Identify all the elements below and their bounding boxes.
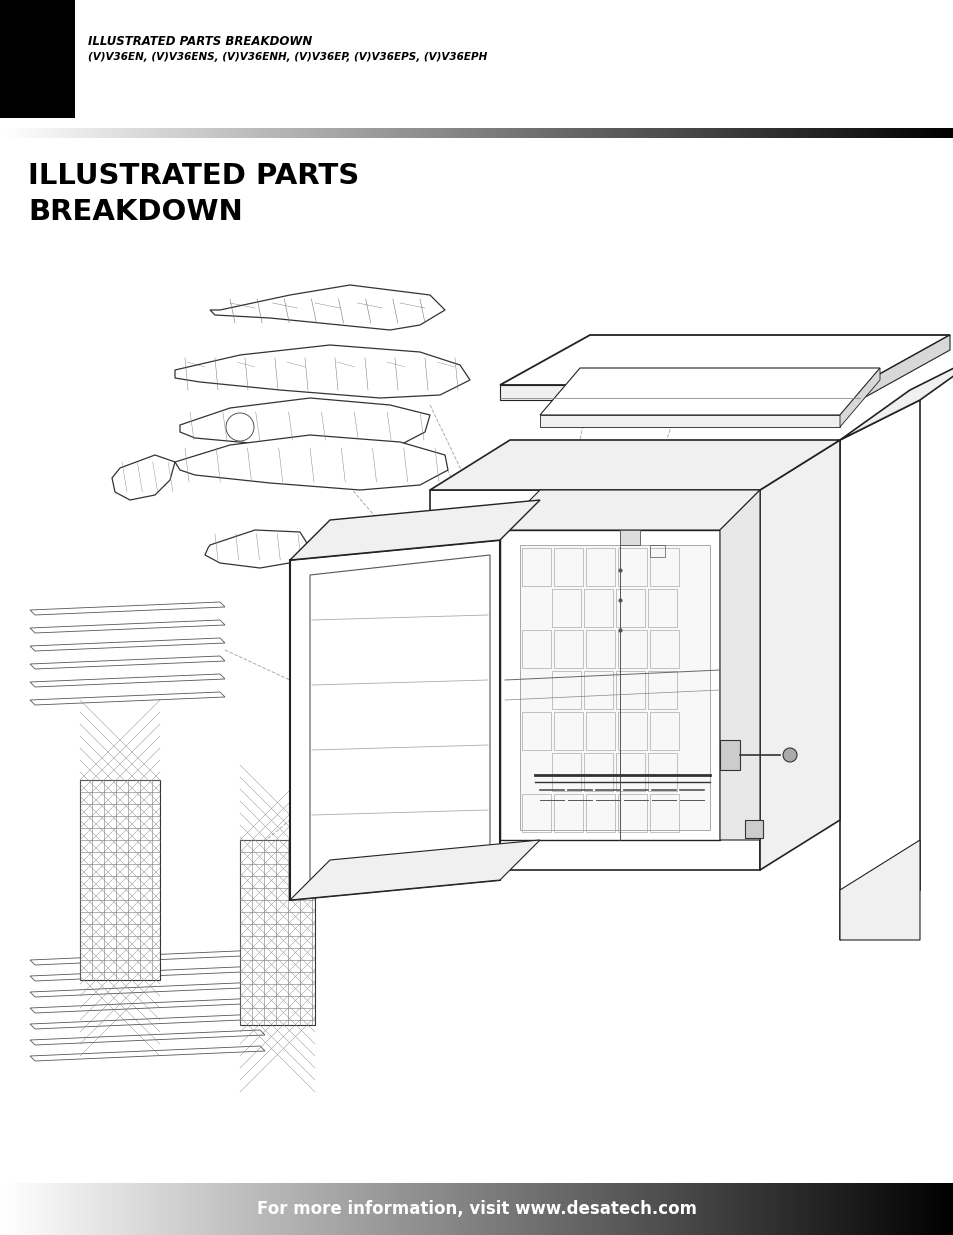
Bar <box>552 753 580 790</box>
Bar <box>585 630 615 668</box>
Polygon shape <box>30 674 225 687</box>
Bar <box>649 630 679 668</box>
Bar <box>583 589 613 627</box>
Polygon shape <box>290 500 539 559</box>
Bar <box>619 530 639 545</box>
Polygon shape <box>499 490 760 530</box>
Polygon shape <box>30 1030 265 1045</box>
Bar <box>521 713 551 750</box>
Text: ILLUSTRATED PARTS BREAKDOWN: ILLUSTRATED PARTS BREAKDOWN <box>88 35 312 48</box>
Bar <box>647 671 677 709</box>
Bar <box>649 545 664 557</box>
Polygon shape <box>174 435 448 490</box>
Polygon shape <box>859 335 949 400</box>
Polygon shape <box>180 398 430 450</box>
Polygon shape <box>840 840 919 940</box>
Bar <box>616 753 644 790</box>
Polygon shape <box>30 1014 265 1029</box>
Polygon shape <box>30 982 265 997</box>
Polygon shape <box>840 350 953 440</box>
Polygon shape <box>30 638 225 651</box>
Polygon shape <box>290 840 539 900</box>
Bar <box>616 671 644 709</box>
Bar <box>647 589 677 627</box>
Bar <box>583 671 613 709</box>
Bar <box>552 589 580 627</box>
Polygon shape <box>30 950 265 965</box>
Polygon shape <box>539 368 879 415</box>
Polygon shape <box>519 545 709 830</box>
Circle shape <box>782 748 796 762</box>
Polygon shape <box>205 530 310 568</box>
Bar <box>585 794 615 832</box>
Bar <box>554 794 582 832</box>
Bar <box>552 671 580 709</box>
Polygon shape <box>760 440 840 869</box>
Polygon shape <box>0 0 75 119</box>
Bar <box>618 713 646 750</box>
Polygon shape <box>840 400 919 940</box>
Polygon shape <box>310 555 490 888</box>
Polygon shape <box>840 368 879 427</box>
Polygon shape <box>430 490 760 869</box>
Bar <box>618 548 646 585</box>
Polygon shape <box>539 415 840 427</box>
Text: ILLUSTRATED PARTS: ILLUSTRATED PARTS <box>28 162 359 190</box>
Polygon shape <box>240 840 314 1025</box>
Polygon shape <box>30 1046 265 1061</box>
Bar <box>649 548 679 585</box>
Text: BREAKDOWN: BREAKDOWN <box>28 198 242 226</box>
Polygon shape <box>499 385 859 400</box>
Polygon shape <box>30 966 265 981</box>
Bar <box>585 713 615 750</box>
Polygon shape <box>720 490 760 840</box>
Bar <box>521 630 551 668</box>
Polygon shape <box>30 620 225 634</box>
Bar <box>554 713 582 750</box>
Bar <box>554 630 582 668</box>
Bar <box>521 794 551 832</box>
Polygon shape <box>112 454 174 500</box>
Bar <box>585 548 615 585</box>
Bar <box>649 794 679 832</box>
Text: For more information, visit www.desatech.com: For more information, visit www.desatech… <box>256 1200 697 1218</box>
Polygon shape <box>30 601 225 615</box>
Bar <box>618 794 646 832</box>
Bar <box>554 548 582 585</box>
Polygon shape <box>30 656 225 669</box>
Bar <box>521 548 551 585</box>
Polygon shape <box>174 345 470 398</box>
Polygon shape <box>30 998 265 1013</box>
Bar <box>616 589 644 627</box>
Bar <box>720 740 740 769</box>
Polygon shape <box>499 335 949 385</box>
Bar <box>744 820 762 839</box>
Polygon shape <box>430 440 840 490</box>
Polygon shape <box>80 781 160 981</box>
Bar <box>649 713 679 750</box>
Bar <box>618 630 646 668</box>
Polygon shape <box>290 540 499 900</box>
Bar <box>583 753 613 790</box>
Polygon shape <box>30 692 225 705</box>
Text: (V)V36EN, (V)V36ENS, (V)V36ENH, (V)V36EP, (V)V36EPS, (V)V36EPH: (V)V36EN, (V)V36ENS, (V)V36ENH, (V)V36EP… <box>88 52 487 62</box>
Bar <box>647 753 677 790</box>
Polygon shape <box>210 285 444 330</box>
Polygon shape <box>499 530 720 840</box>
